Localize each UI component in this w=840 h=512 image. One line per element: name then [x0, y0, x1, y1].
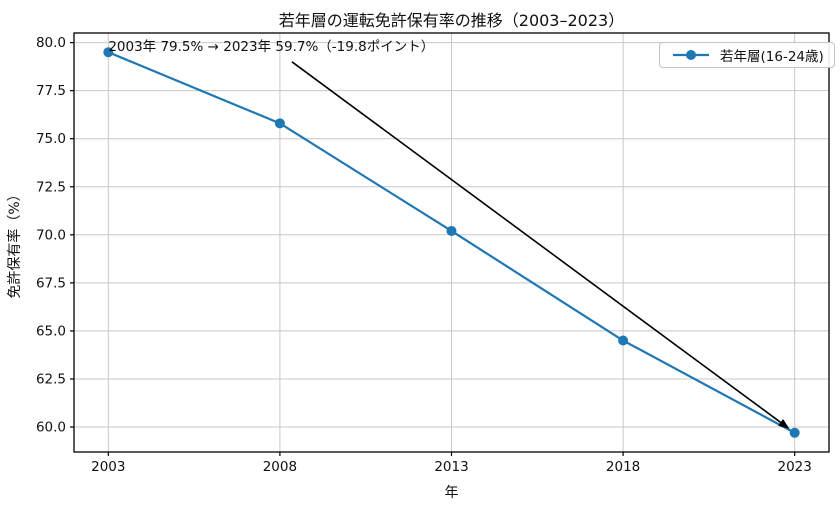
y-axis-label: 免許保有率（%）: [7, 187, 23, 299]
annotation-text: 2003年 79.5% → 2023年 59.7%（-19.8ポイント）: [108, 39, 435, 56]
data-point: [446, 225, 457, 236]
annotation-arrow-head: [778, 419, 790, 429]
y-tick-label: 72.5: [36, 179, 66, 195]
x-tick-label: 2008: [263, 459, 297, 475]
legend-line-sample-icon: [673, 50, 709, 60]
x-tick-label: 2023: [778, 459, 812, 475]
y-tick-label: 75.0: [36, 131, 66, 147]
y-tick-label: 70.0: [36, 227, 66, 243]
annotation-arrow-shaft: [291, 61, 783, 425]
legend-series-label: 若年層(16-24歳): [720, 49, 824, 65]
y-tick-label: 80.0: [36, 35, 66, 51]
y-tick-label: 77.5: [36, 83, 66, 99]
legend: 若年層(16-24歳): [659, 42, 835, 68]
y-tick-label: 60.0: [36, 420, 66, 436]
x-tick-label: 2018: [606, 459, 640, 475]
chart-title: 若年層の運転免許保有率の推移（2003–2023）: [278, 11, 625, 30]
x-axis-label: 年: [444, 485, 459, 501]
y-tick-label: 67.5: [36, 275, 66, 291]
x-tick-label: 2013: [434, 459, 468, 475]
data-point: [103, 47, 114, 58]
data-point: [618, 335, 629, 346]
data-point: [274, 118, 285, 129]
x-tick-label: 2003: [91, 459, 125, 475]
data-point: [789, 427, 800, 438]
y-tick-label: 62.5: [36, 371, 66, 387]
y-tick-label: 65.0: [36, 323, 66, 339]
